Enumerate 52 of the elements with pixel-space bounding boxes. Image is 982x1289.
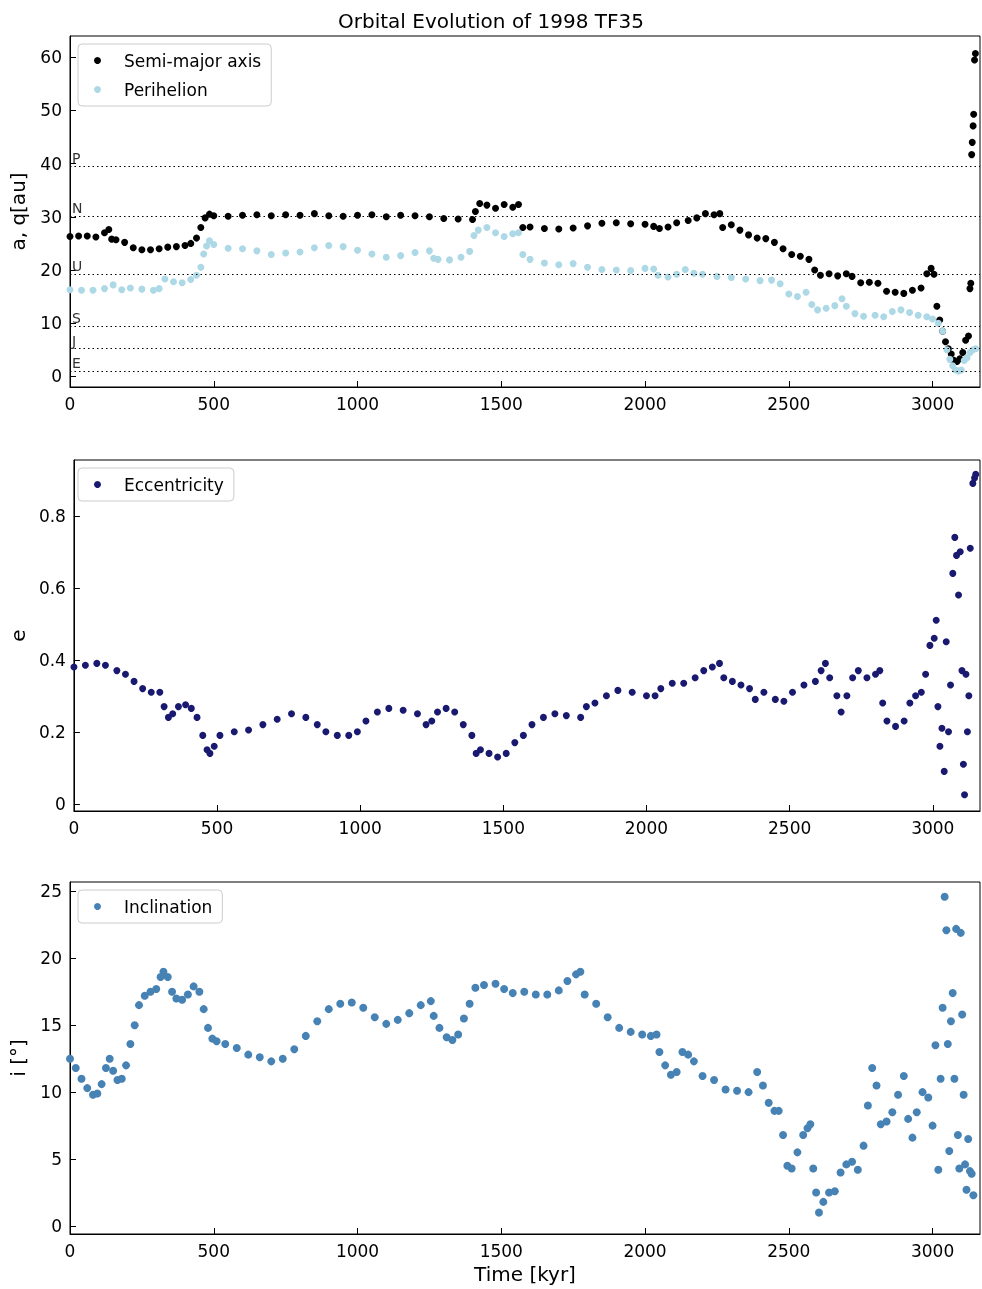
y-tick-label: 0.6 xyxy=(38,577,66,598)
x-tick-label: 2000 xyxy=(624,817,669,838)
y-tick-label: 10 xyxy=(40,313,62,334)
y-tick-label: 15 xyxy=(40,1015,62,1036)
y-axis-title: i [°] xyxy=(6,1039,30,1077)
ref-line-label: U xyxy=(72,258,83,275)
legend-label: Eccentricity xyxy=(124,474,224,495)
y-tick-label: 0 xyxy=(51,1215,62,1236)
y-tick-label: 10 xyxy=(40,1082,62,1103)
legend-label: Perihelion xyxy=(124,79,208,100)
y-tick-label: 0.8 xyxy=(38,505,66,526)
x-tick-label: 3000 xyxy=(910,1240,955,1261)
ref-line-label: J xyxy=(71,332,77,349)
x-tick-label: 500 xyxy=(200,817,234,838)
x-tick-label: 2000 xyxy=(623,393,667,414)
x-tick-label: 1500 xyxy=(479,393,523,414)
ref-line-label: E xyxy=(72,355,81,372)
y-tick-label: 60 xyxy=(40,47,62,68)
y-tick-label: 0.4 xyxy=(38,649,66,670)
y-tick-label: 0.2 xyxy=(38,721,66,742)
legend-label: Inclination xyxy=(124,896,213,917)
y-tick-label: 5 xyxy=(51,1149,62,1170)
x-tick-label: 2500 xyxy=(767,817,812,838)
x-tick-label: 2000 xyxy=(623,1240,667,1261)
x-tick-label: 1000 xyxy=(335,1240,380,1261)
y-tick-label: 20 xyxy=(40,260,62,280)
x-tick-label: 2500 xyxy=(767,1240,811,1261)
x-tick-label: 1000 xyxy=(338,817,382,838)
legend-label: Semi-major axis xyxy=(124,50,262,71)
y-tick-label: 25 xyxy=(40,881,62,902)
y-axis-title: e xyxy=(6,629,30,642)
x-tick-label: 500 xyxy=(197,1240,230,1261)
y-tick-label: 0 xyxy=(55,793,66,814)
x-tick-label: 1500 xyxy=(479,1240,523,1261)
y-axis-title: a, q[au] xyxy=(6,172,30,251)
x-tick-label: 1500 xyxy=(481,817,525,838)
x-tick-label: 1000 xyxy=(335,393,380,414)
ref-line-label: N xyxy=(72,200,83,217)
x-tick-label: 2500 xyxy=(767,393,811,414)
x-tick-label: 3000 xyxy=(910,393,955,414)
x-tick-label: 0 xyxy=(68,817,80,838)
y-tick-label: 50 xyxy=(40,100,62,121)
ref-line-label: P xyxy=(72,150,81,167)
chart-title: Orbital Evolution of 1998 TF35 xyxy=(338,9,644,33)
y-tick-label: 0 xyxy=(51,366,62,387)
y-tick-label: 20 xyxy=(40,948,62,969)
x-tick-label: 500 xyxy=(197,393,230,414)
x-axis-title: Time [kyr] xyxy=(473,1262,576,1286)
ref-line-label: S xyxy=(72,309,81,326)
x-tick-label: 3000 xyxy=(911,817,955,838)
y-tick-label: 40 xyxy=(40,153,62,174)
y-tick-label: 30 xyxy=(40,206,62,227)
